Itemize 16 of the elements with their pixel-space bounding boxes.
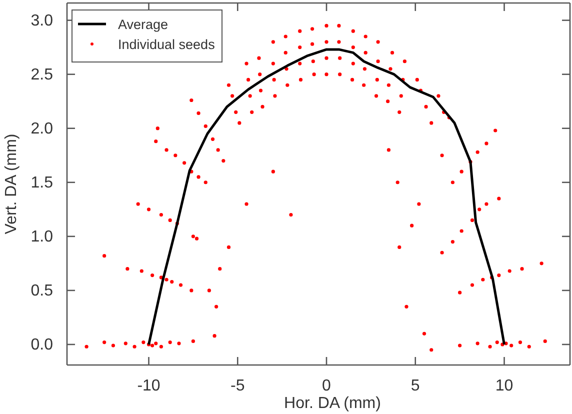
x-tick-label: -5: [230, 377, 245, 394]
y-tick-label: 2.5: [30, 66, 54, 84]
y-axis-title: Vert. DA (mm): [3, 134, 20, 234]
legend-label: Individual seeds: [118, 37, 216, 52]
y-tick-label: 0.0: [30, 336, 54, 354]
x-axis-title: Hor. DA (mm): [284, 395, 381, 412]
x-tick-label: 10: [495, 377, 514, 394]
y-tick-label: 1.0: [30, 228, 54, 246]
y-tick-label: 1.5: [30, 174, 54, 192]
y-tick-label: 0.5: [30, 282, 54, 300]
x-tick-label: 0: [322, 377, 332, 394]
y-tick-label: 3.0: [30, 12, 54, 30]
x-tick-label: 5: [410, 377, 420, 394]
legend-label: Average: [118, 17, 168, 32]
y-tick-label: 2.0: [30, 120, 54, 138]
x-tick-label: -10: [137, 377, 160, 394]
